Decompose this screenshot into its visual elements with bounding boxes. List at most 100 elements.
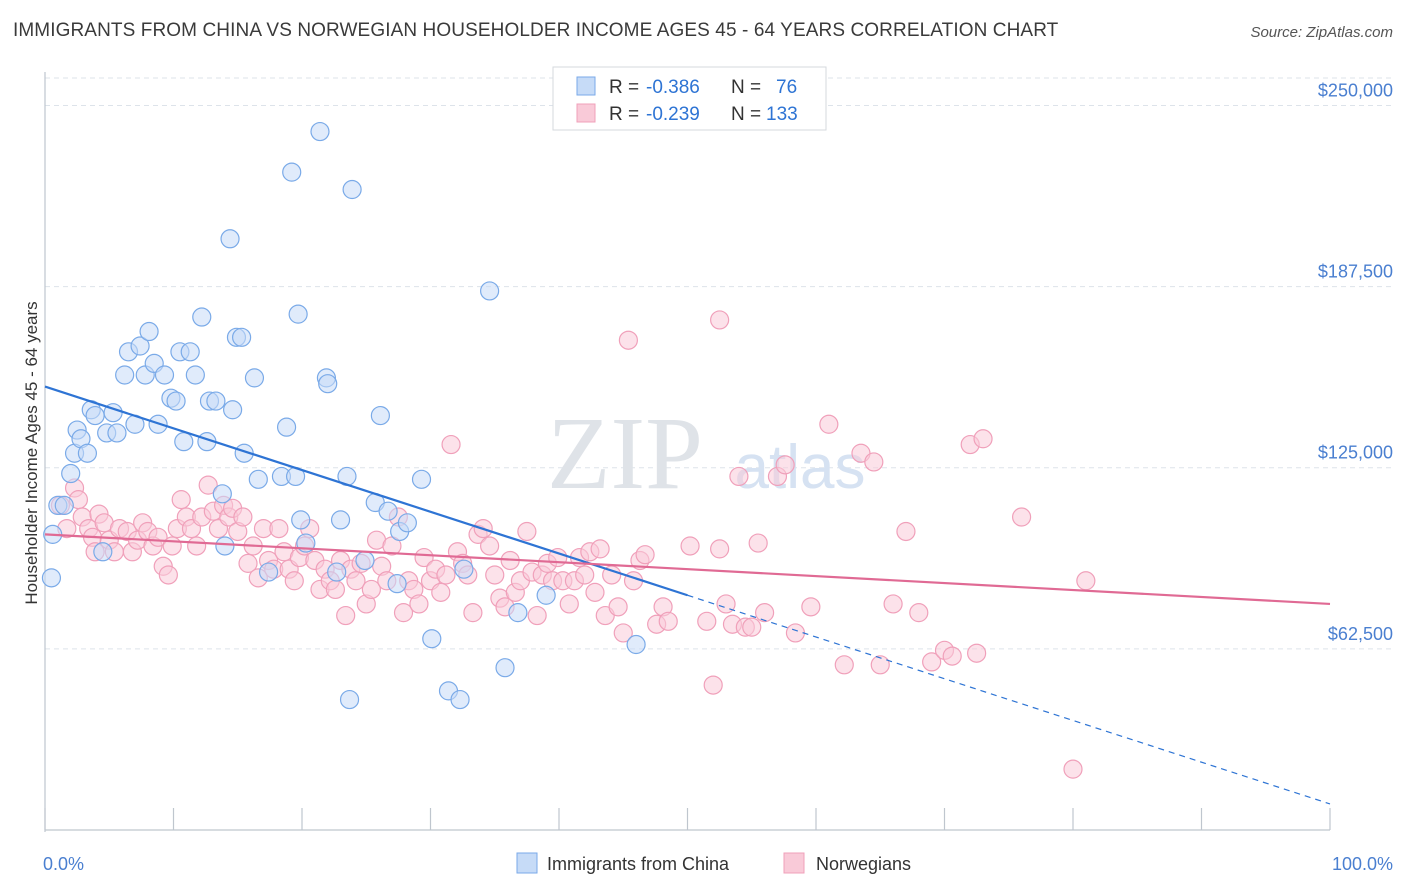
china-point [93,542,113,562]
china-point [174,432,194,452]
norway-point [238,553,258,573]
norway-point [187,536,207,556]
norway-point [909,603,929,623]
china-point [536,585,556,605]
norway-point [463,603,483,623]
norway-legend-swatch [576,103,596,123]
norway-point [635,545,655,565]
norway-point [883,594,903,614]
norway-point [325,579,346,600]
china-point [77,443,98,463]
china-point [288,304,308,324]
china-point [41,568,62,588]
china-point [206,391,226,411]
china-point [370,405,390,426]
china-trend-line [44,385,688,597]
norway-point [1063,759,1083,779]
china-point [508,603,528,623]
y-tick-label: $125,000 [1318,443,1393,463]
china-point [54,495,74,516]
china-point [192,307,212,327]
china-point [397,513,417,533]
china-point [327,562,347,582]
china-trend-extension [687,594,1331,805]
china-r-label: R = [609,77,639,98]
china-point [339,689,360,710]
china-point [450,689,470,710]
norway-legend-label: Norwegians [816,854,911,874]
norway-point [922,652,942,672]
norway-point [967,643,987,663]
norway-point [742,617,762,637]
axis-layer [44,72,1331,832]
norway-point [233,507,253,527]
china-point [330,510,351,530]
norway-point [393,603,414,623]
norway-point [198,475,218,495]
china-points [41,121,646,710]
china-point [180,342,200,362]
china-point [115,365,135,385]
norway-point [870,655,890,675]
norway-point [346,571,366,591]
norway-point [680,536,700,556]
china-legend-label: Immigrants from China [547,854,730,874]
norway-point [361,579,381,600]
norway-point [409,594,429,614]
china-point [185,365,205,385]
china-point [107,423,127,443]
norway-point [834,655,854,675]
norway-point [485,565,505,585]
norway-point [613,623,633,643]
china-point [480,281,500,301]
china-point [223,400,243,420]
china-n-label: N = [731,77,761,98]
china-point [61,463,81,484]
x-tick-label-min: 0.0% [43,854,84,874]
norway-point [801,597,821,617]
watermark-zip: ZIP [547,396,703,511]
china-point [139,321,159,342]
norway-point [973,429,993,449]
norway-point [896,521,916,542]
norway-point [480,536,500,556]
norway-trend-line [44,533,1331,606]
norway-point [716,594,736,614]
china-point [626,634,646,655]
norway-point [590,539,610,559]
china-point [154,365,175,385]
china-point [378,501,398,521]
norway-point [527,605,547,626]
china-point [248,469,268,489]
norway-r-value: -0.239 [646,104,700,125]
norway-point [785,623,806,643]
y-tick-label: $62,500 [1328,624,1393,644]
china-point [212,484,232,504]
china-r-value: -0.386 [646,77,700,98]
china-point [244,368,265,388]
china-point [215,536,235,556]
trend-layer [44,385,1331,805]
norway-point [864,452,884,472]
y-tick-label: $187,500 [1318,262,1393,282]
norway-point [754,603,775,623]
x-tick-label-max: 100.0% [1332,854,1393,874]
chart-title: IMMIGRANTS FROM CHINA VS NORWEGIAN HOUSE… [13,20,1059,41]
china-point [276,417,297,437]
norway-point [158,565,178,585]
norway-point [162,536,182,556]
y-axis-title: Householder Income Ages 45 - 64 years [22,301,41,604]
china-point [258,562,279,582]
stats-legend: R = -0.386 N = 76 R = -0.239 N = 133 [552,66,827,131]
china-point [387,574,407,594]
norway-point [284,571,304,591]
norway-point [559,594,579,614]
norway-point [775,455,795,475]
china-point [422,629,442,649]
norway-point [658,611,678,631]
norway-point [1011,507,1032,527]
norway-point [269,518,289,539]
china-point [411,469,432,489]
norway-point [729,466,749,487]
china-point [355,550,375,571]
